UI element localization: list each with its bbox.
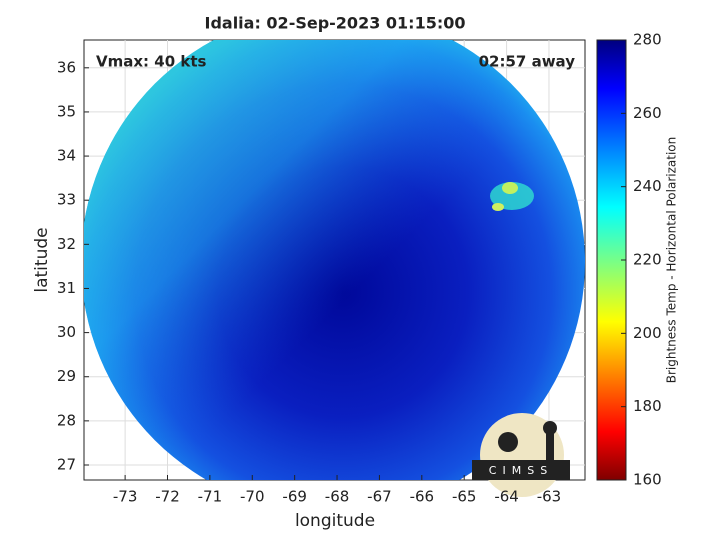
title: Idalia: 02-Sep-2023 01:15:00 [204,14,465,33]
y-tick-label: 27 [57,455,76,473]
x-tick-label: -72 [155,488,180,506]
y-tick-label: 28 [57,411,76,429]
x-tick-label: -65 [452,488,477,506]
colorbar-tick-label: 240 [633,177,662,195]
vmax-label: Vmax: 40 kts [96,53,206,71]
x-tick-label: -66 [410,488,435,506]
colorbar-tick-label: 200 [633,324,662,342]
x-tick-label: -71 [198,488,223,506]
logo: CIMSS [472,413,570,497]
x-tick-label: -64 [494,488,519,506]
y-tick-label: 31 [57,279,76,297]
x-axis-label: longitude [295,511,375,531]
y-tick-label: 34 [57,147,76,165]
logo-text: CIMSS [489,464,553,477]
y-tick-label: 35 [57,102,76,120]
colorbar-tick-label: 220 [633,251,662,269]
x-tick-label: -69 [282,488,307,506]
colorbar-tick-label: 280 [633,31,662,49]
x-tick-label: -73 [113,488,138,506]
x-tick-label: -68 [325,488,350,506]
y-tick-label: 30 [57,323,76,341]
away-label: 02:57 away [479,53,576,71]
swath [84,40,585,480]
colorbar-tick-label: 180 [633,397,662,415]
x-tick-label: -70 [240,488,265,506]
y-tick-label: 29 [57,367,76,385]
colorbar-label: Brightness Temp - Horizontal Polarizatio… [665,137,679,384]
colorbar-tick-label: 160 [633,471,662,489]
colorbar-tick-label: 260 [633,104,662,122]
x-tick-label: -67 [367,488,392,506]
y-tick-label: 33 [57,191,76,209]
y-tick-label: 36 [57,58,76,76]
x-tick-label: -63 [537,488,562,506]
y-axis-label: latitude [32,227,52,292]
y-tick-label: 32 [57,235,76,253]
